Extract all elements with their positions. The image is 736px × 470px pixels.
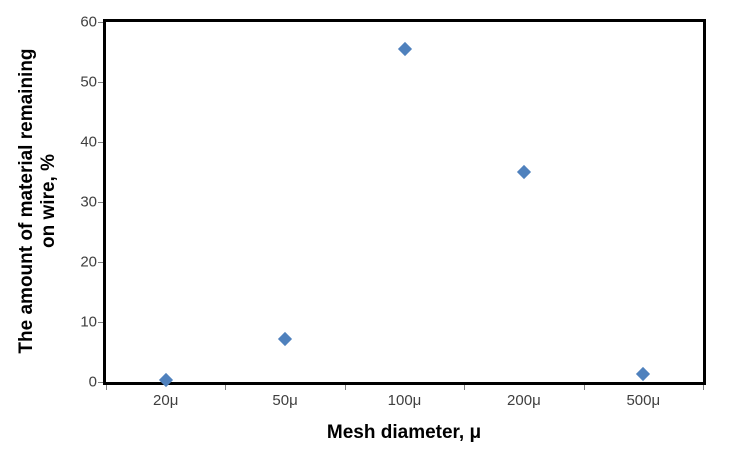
y-tick-label: 60 bbox=[80, 13, 97, 31]
y-tick-label: 50 bbox=[80, 73, 97, 91]
y-tick-mark bbox=[98, 381, 103, 383]
y-tick-mark bbox=[98, 201, 103, 203]
y-tick-mark bbox=[98, 321, 103, 323]
y-tick-mark bbox=[98, 81, 103, 83]
x-tick-label: 100μ bbox=[387, 392, 422, 409]
y-tick-mark bbox=[98, 141, 103, 143]
y-tick-label: 40 bbox=[80, 133, 97, 151]
x-tick-mark bbox=[583, 385, 585, 390]
y-tick-label: 20 bbox=[80, 253, 97, 271]
y-tick-label: 0 bbox=[88, 373, 97, 391]
y-axis-title-line1: The amount of material remaining bbox=[16, 48, 37, 354]
x-tick-mark bbox=[106, 385, 107, 390]
x-tick-label: 50μ bbox=[272, 392, 298, 409]
x-axis-title: Mesh diameter, μ bbox=[326, 422, 482, 443]
y-tick-label: 30 bbox=[80, 193, 97, 211]
x-tick-label: 500μ bbox=[626, 392, 661, 409]
y-tick-mark bbox=[98, 261, 103, 263]
plot-area bbox=[103, 19, 706, 385]
x-tick-mark bbox=[703, 385, 704, 390]
y-tick-mark bbox=[98, 21, 103, 23]
x-tick-label: 200μ bbox=[507, 392, 541, 409]
x-tick-label: 20μ bbox=[153, 392, 179, 409]
y-tick-label: 10 bbox=[80, 313, 97, 331]
x-tick-mark bbox=[344, 385, 346, 390]
x-tick-mark bbox=[464, 385, 466, 390]
x-tick-mark bbox=[225, 385, 227, 390]
